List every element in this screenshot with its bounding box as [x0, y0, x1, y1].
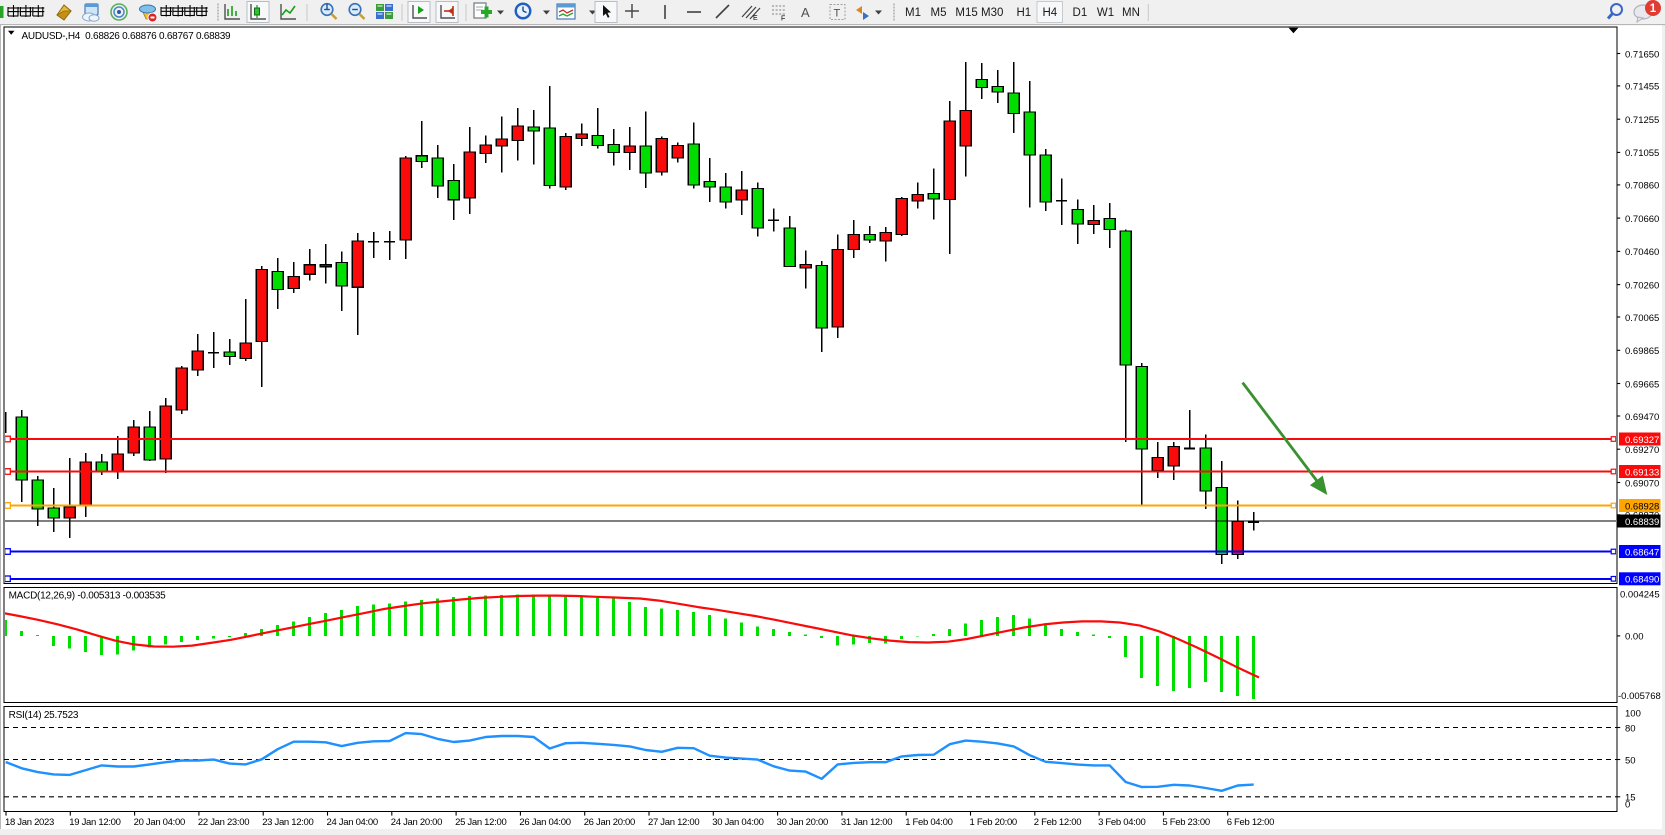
svg-text:0.70860: 0.70860: [1625, 181, 1659, 192]
svg-text:5 Feb 23:00: 5 Feb 23:00: [1162, 817, 1209, 828]
svg-text:24 Jan 04:00: 24 Jan 04:00: [327, 817, 378, 828]
svg-text:H1: H1: [1016, 7, 1031, 19]
svg-text:0.70065: 0.70065: [1625, 313, 1659, 324]
svg-text:1: 1: [1650, 3, 1657, 15]
svg-text:3 Feb 04:00: 3 Feb 04:00: [1098, 817, 1145, 828]
svg-text:23 Jan 12:00: 23 Jan 12:00: [262, 817, 313, 828]
svg-text:0: 0: [1625, 800, 1630, 811]
svg-text:27 Jan 12:00: 27 Jan 12:00: [648, 817, 699, 828]
svg-text:MACD(12,26,9) -0.005313 -0.003: MACD(12,26,9) -0.005313 -0.003535: [9, 591, 167, 602]
svg-text:0.69665: 0.69665: [1625, 379, 1659, 390]
svg-text:0.69133: 0.69133: [1625, 467, 1659, 478]
svg-text:H4: H4: [1042, 7, 1057, 19]
svg-text:0.69470: 0.69470: [1625, 412, 1659, 423]
svg-text:0.68928: 0.68928: [1625, 501, 1659, 512]
svg-text:80: 80: [1625, 723, 1636, 734]
svg-text:-0.005768: -0.005768: [1618, 691, 1661, 702]
svg-text:19 Jan 12:00: 19 Jan 12:00: [69, 817, 120, 828]
svg-text:F: F: [781, 16, 785, 23]
svg-text:0.69070: 0.69070: [1625, 478, 1659, 489]
svg-text:0.68839: 0.68839: [1625, 517, 1659, 528]
svg-text:30 Jan 20:00: 30 Jan 20:00: [777, 817, 828, 828]
svg-text:0.69270: 0.69270: [1625, 445, 1659, 456]
svg-text:T: T: [834, 8, 841, 20]
svg-text:M5: M5: [931, 7, 947, 19]
svg-text:26 Jan 04:00: 26 Jan 04:00: [519, 817, 570, 828]
svg-text:6 Feb 12:00: 6 Feb 12:00: [1227, 817, 1274, 828]
svg-text:50: 50: [1625, 755, 1636, 766]
svg-text:0.71455: 0.71455: [1625, 82, 1659, 93]
svg-text:20 Jan 04:00: 20 Jan 04:00: [134, 817, 185, 828]
svg-text:0.70460: 0.70460: [1625, 247, 1659, 258]
svg-text:M30: M30: [981, 7, 1003, 19]
svg-text:1 Feb 20:00: 1 Feb 20:00: [970, 817, 1017, 828]
svg-text:30 Jan 04:00: 30 Jan 04:00: [712, 817, 763, 828]
svg-text:0.68647: 0.68647: [1625, 547, 1659, 558]
svg-text:D1: D1: [1073, 7, 1088, 19]
svg-text:W1: W1: [1097, 7, 1114, 19]
svg-text:0.71255: 0.71255: [1625, 115, 1659, 126]
svg-text:E: E: [753, 15, 758, 22]
svg-text:AUDUSD-,H4 0.68826 0.68876 0.: AUDUSD-,H4 0.68826 0.68876 0.68767 0.688…: [22, 31, 232, 42]
svg-text:31 Jan 12:00: 31 Jan 12:00: [841, 817, 892, 828]
svg-text:M1: M1: [905, 7, 921, 19]
svg-text:MN: MN: [1122, 7, 1140, 19]
svg-text:18 Jan 2023: 18 Jan 2023: [5, 817, 54, 828]
svg-text:26 Jan 20:00: 26 Jan 20:00: [584, 817, 635, 828]
svg-text:1 Feb 04:00: 1 Feb 04:00: [905, 817, 952, 828]
svg-text:A: A: [801, 5, 810, 20]
svg-text:0.71055: 0.71055: [1625, 148, 1659, 159]
svg-text:0.68490: 0.68490: [1625, 575, 1659, 586]
svg-text:0.00: 0.00: [1625, 632, 1644, 643]
svg-text:RSI(14) 25.7523: RSI(14) 25.7523: [9, 710, 79, 721]
svg-text:0.69327: 0.69327: [1625, 435, 1659, 446]
svg-text:25 Jan 12:00: 25 Jan 12:00: [455, 817, 506, 828]
svg-text:100: 100: [1625, 709, 1641, 720]
svg-text:0.71650: 0.71650: [1625, 49, 1659, 60]
svg-text:0.70660: 0.70660: [1625, 214, 1659, 225]
svg-text:0.69865: 0.69865: [1625, 346, 1659, 357]
svg-text:0.70260: 0.70260: [1625, 280, 1659, 291]
svg-text:15: 15: [1625, 793, 1636, 804]
svg-text:22 Jan 23:00: 22 Jan 23:00: [198, 817, 249, 828]
svg-text:2 Feb 12:00: 2 Feb 12:00: [1034, 817, 1081, 828]
svg-text:24 Jan 20:00: 24 Jan 20:00: [391, 817, 442, 828]
svg-text:0.004245: 0.004245: [1620, 590, 1660, 601]
svg-text:M15: M15: [955, 7, 977, 19]
